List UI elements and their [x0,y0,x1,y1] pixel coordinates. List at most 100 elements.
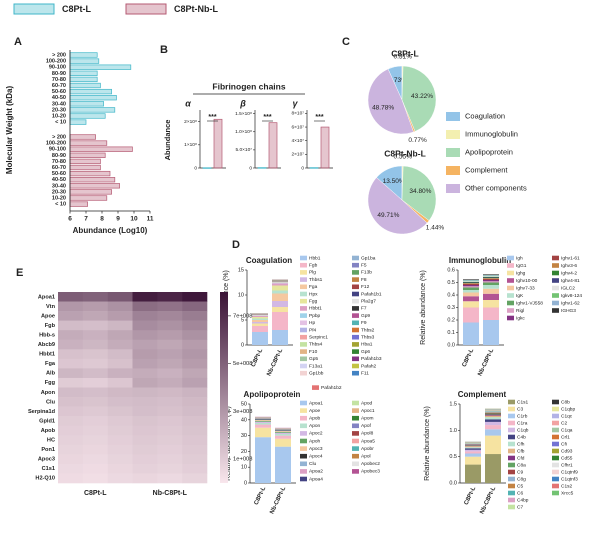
y-axis-title: Abundance [163,120,172,161]
chart-title: Apolipoprotein [244,390,301,399]
heatmap-cell [157,463,183,474]
legend-swatch [508,483,515,489]
heatmap-cell [157,397,183,407]
bar-segment [465,446,481,448]
pie-slice [367,68,414,135]
legend-label: Ighv1-62 [561,300,580,306]
row-label: Apoc3 [38,457,55,463]
legend-swatch [352,453,359,459]
legend-swatch [300,327,307,333]
legend-swatch [300,334,307,340]
legend-label: Cd55 [561,455,573,461]
heatmap-cell [157,387,183,398]
legend-label: Ppbp [309,313,321,319]
legend-swatch [352,270,359,275]
heatmap-cell [58,368,84,379]
row-label: Fga [45,361,56,367]
slice-label: 0.77% [408,137,427,144]
legend-label: Cfb [517,448,525,454]
bar-segment [465,448,481,450]
y-tick-label: 20-30 [52,107,66,113]
legend-swatch [507,300,514,306]
legend-label: Apof [361,423,372,429]
heatmap-cell [58,435,84,446]
legend-label: C8b [561,399,570,405]
y-tick-label: 6×10⁷ [291,124,304,130]
bar-segment [465,447,481,449]
bar-segment [252,323,268,326]
legend-label: Apoa2 [309,469,323,475]
x-tick-label: C8Pt-L [254,486,268,506]
bar-segment [272,290,288,294]
pie-slice [401,165,437,221]
legend-label: Apobec2 [361,461,380,467]
heatmap-cell [132,358,158,369]
legend-swatch [552,490,559,496]
chart-title: Complement [458,390,507,399]
heatmap-cell [107,339,133,350]
y-tick-label: 70-80 [52,77,66,83]
legend-label: Igkc [516,315,525,321]
panel-letter: A [14,36,22,48]
y-tick-label: 0.6 [447,267,455,273]
annotation: *** [263,114,271,121]
bar-segment [255,437,271,483]
bar-segment [252,317,268,319]
legend-swatch [508,420,515,426]
y-tick-label: 10-20 [52,113,66,119]
bar [69,101,104,107]
legend-swatch [352,408,359,413]
row-label: HC [47,438,55,444]
slice-label: 0.55% [394,154,413,161]
legend-label: C6 [517,490,523,496]
bar-segment [485,412,501,413]
legend-label: Thbs3 [361,334,375,340]
heatmap-cell [82,311,108,321]
bar-segment [272,283,288,286]
legend-swatch [508,469,515,475]
legend-label: Fgb [309,262,318,268]
bar-segment [465,444,481,445]
legend-label: Cfd [517,455,525,461]
bar-segment [463,287,479,290]
heatmap-cell [82,387,108,398]
bar-segment [485,412,501,414]
bar-segment [252,320,268,322]
legend-label: Rigl [516,308,524,314]
legend-swatch [507,263,514,268]
bar-segment [485,429,501,436]
heatmap-cell [157,349,183,360]
legend-swatch [552,300,559,306]
bar-segment [252,322,268,324]
legend-label: Clu [309,461,317,467]
legend-swatch [552,285,559,291]
legend-label: Pf4 [309,327,317,333]
y-tick-label: 10-20 [52,195,66,201]
heatmap-cell [107,416,133,426]
legend-label: Ighv3-6 [561,263,577,269]
bar-segment [463,307,479,323]
legend-swatch [508,504,515,510]
x-tick-label: Nb-C8Pt-L [477,348,495,377]
heatmap-cell [132,406,158,417]
legend-label: Pafah2 [361,363,377,369]
y-tick-label: 0 [301,165,304,171]
bar [69,88,112,95]
bar-segment [465,444,481,446]
x-tick-label: C8Pt-L [464,486,478,506]
heatmap-cell [182,425,208,436]
legend-label: F9 [361,320,367,326]
legend-swatch [552,413,559,419]
bar-segment [465,451,481,454]
legend-label: Gp1ba [361,255,376,261]
heatmap-cell [58,473,84,484]
legend-swatch [508,476,515,482]
legend-label: F13a1 [309,363,323,369]
x-tick-label: 6 [68,216,72,223]
heatmap-cell [107,463,133,474]
heatmap-cell [182,311,208,321]
bar [309,167,319,169]
legend-label: Thbs1 [309,277,323,283]
colorbar-label: 1e+008 [233,457,253,463]
bar [69,52,98,58]
